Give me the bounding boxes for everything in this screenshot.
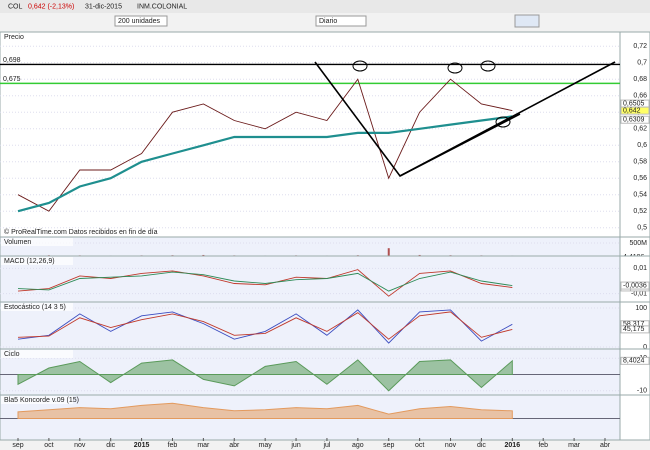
x-tick-label: sep [383, 442, 394, 449]
level-label: 0,675 [3, 76, 21, 83]
units-text: 200 unidades [118, 18, 161, 25]
panel-title-bg [1, 396, 73, 404]
value-tag [620, 106, 650, 115]
series-line [17, 271, 513, 292]
panel-title: MACD (12,26,9) [4, 258, 55, 265]
x-tick-label: feb [538, 442, 548, 449]
panel-bg [0, 301, 621, 352]
x-tick-label: may [259, 442, 273, 449]
y-tick-label: 0,01 [633, 265, 647, 272]
value-tag [620, 115, 650, 124]
x-tick-label: mar [197, 442, 210, 449]
y-tick-label: 0,68 [633, 76, 647, 83]
axis-bg [619, 394, 650, 441]
circle-mark [495, 116, 511, 128]
x-tick-label: jul [322, 442, 330, 449]
panel-title: Precio [4, 34, 24, 41]
value-tag-label: 45,175 [623, 326, 645, 333]
instrument-name: INM.COLONIAL [137, 3, 187, 10]
value-tag-label: 8,4024 [623, 358, 645, 365]
panel-title: Bla5 Koncorde v.09 (15) [4, 397, 79, 404]
x-tick-label: jun [290, 442, 300, 449]
x-tick-label: feb [168, 442, 178, 449]
axis-bg [619, 255, 650, 305]
panel-title-bg [1, 350, 73, 358]
plot-area: 0,720,70,680,660,640,620,60,580,560,540,… [0, 31, 650, 449]
value-tag-label: 0,6309 [623, 117, 645, 124]
x-tick-label: 2015 [134, 442, 150, 449]
series-line [17, 311, 513, 340]
value-tag-label: 0,6505 [623, 100, 645, 107]
y-tick-label: 0,58 [633, 159, 647, 166]
y-tick-label: 500M [629, 240, 647, 247]
y-tick-label: 0,62 [633, 126, 647, 133]
area-series [17, 359, 513, 392]
x-tick-label: nov [445, 442, 457, 449]
panel-title-bg [1, 257, 73, 265]
y-tick-label: 0,56 [633, 175, 647, 182]
units-dropdown[interactable] [114, 15, 168, 27]
y-tick-label: 0,52 [633, 208, 647, 215]
area-series [17, 402, 513, 419]
panel-title-bg [1, 33, 73, 41]
x-tick-label: abr [600, 442, 611, 449]
panel-title: Volumen [4, 239, 31, 246]
level-label: 0,698 [3, 57, 21, 64]
circle-mark [447, 62, 463, 74]
x-tick-label: 2016 [505, 442, 521, 449]
axis-bg [619, 31, 650, 241]
series-line [17, 309, 513, 344]
volume-bar [387, 248, 390, 256]
y-tick-label: 100 [635, 305, 647, 312]
support-line [399, 113, 521, 177]
panel-title-bg [1, 238, 73, 246]
y-tick-label: 0,72 [633, 43, 647, 50]
period-text: Diario [319, 18, 337, 25]
volume-bar [202, 254, 205, 256]
volume-bar [418, 254, 421, 256]
value-tag-label: -0,0036 [623, 282, 647, 289]
y-tick-label: 0,6 [637, 142, 647, 149]
panel-title-bg [1, 303, 73, 311]
x-tick-label: dic [477, 442, 486, 449]
value-tag [620, 281, 650, 290]
series-line [17, 78, 513, 212]
value-tag [620, 325, 650, 334]
trend-drawings [314, 60, 616, 178]
value-tag [620, 356, 650, 365]
symbol[interactable]: COL [8, 3, 23, 10]
x-tick-label: mar [568, 442, 581, 449]
period-dropdown[interactable] [315, 15, 367, 27]
y-tick-label: -10 [637, 388, 647, 395]
watermark: © ProRealTime.com Datos recibidos en fin… [4, 228, 158, 236]
last-price: 0,642 (-2,13%) [28, 3, 74, 10]
series-line [17, 115, 513, 213]
x-tick-label: dic [106, 442, 115, 449]
value-tag-label: 0,642 [623, 107, 641, 114]
panel-title: Ciclo [4, 351, 20, 358]
y-tick-label: 0,5 [637, 225, 647, 232]
y-tick-label: 0,54 [633, 192, 647, 199]
y-tick-label: 0,66 [633, 93, 647, 100]
y-tick-label: 0,7 [637, 60, 647, 67]
y-tick-label: -0,01 [631, 291, 647, 298]
x-tick-label: oct [415, 442, 424, 449]
chart-type-button[interactable] [514, 14, 540, 28]
x-tick-label: ago [352, 442, 364, 449]
toolbar [0, 0, 650, 13]
circle-mark [480, 60, 496, 72]
panel-title: Estocástico (14 3 5) [4, 304, 66, 311]
x-tick-label: abr [229, 442, 240, 449]
date: 31-dic-2015 [85, 3, 122, 10]
x-tick-label: sep [12, 442, 23, 449]
panel-bg [0, 255, 621, 305]
x-tick-label: oct [44, 442, 53, 449]
value-tag-label: 58,317 [623, 321, 645, 328]
circle-mark [352, 60, 368, 72]
y-tick-label: 0 [643, 344, 647, 351]
x-tick-label: nov [74, 442, 86, 449]
